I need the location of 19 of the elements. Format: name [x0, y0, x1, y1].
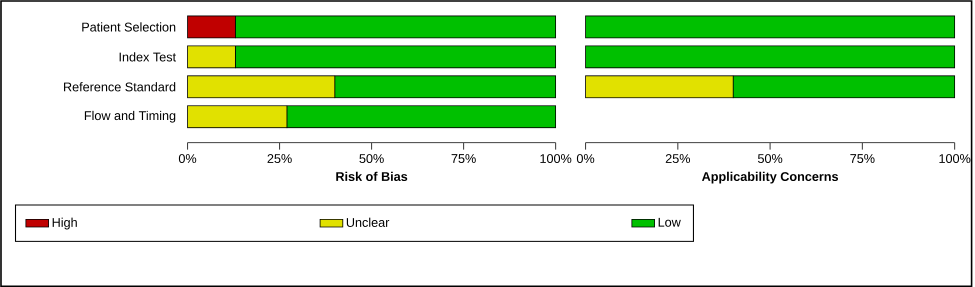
x-tick-label: 100% — [540, 154, 572, 163]
x-axis-title: Risk of Bias — [336, 172, 408, 181]
legend-label: High — [52, 218, 77, 230]
x-tick-label: 50% — [758, 154, 782, 163]
x-tick-label: 75% — [850, 154, 875, 163]
x-axis-title: Applicability Concerns — [702, 172, 838, 184]
x-tick-label: 50% — [359, 154, 384, 163]
x-tick-label: 25% — [666, 154, 690, 163]
x-tick-label: 100% — [939, 154, 970, 163]
y-tick-label: Reference Standard — [64, 82, 176, 92]
x-tick-label: 75% — [452, 154, 476, 163]
y-tick-label: Index Test — [120, 52, 176, 62]
x-tick-label: 0% — [178, 154, 196, 163]
y-tick-label: Patient Selection — [82, 22, 176, 32]
x-tick-label: 25% — [268, 154, 292, 163]
x-tick-label: 0% — [576, 154, 594, 163]
legend-label: Low — [658, 218, 681, 227]
y-tick-label: Flow and Timing — [84, 110, 176, 122]
legend-label: Unclear — [346, 218, 390, 227]
